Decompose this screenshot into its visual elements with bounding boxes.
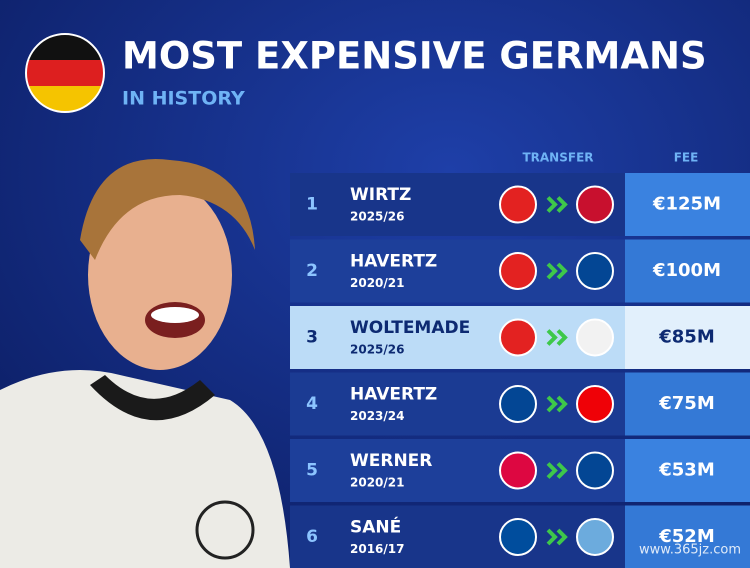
transfer-arrow — [546, 329, 568, 346]
fee-cell — [625, 306, 750, 369]
club-logo-from — [499, 451, 537, 490]
club-logo-to — [576, 318, 614, 357]
row-background — [290, 505, 625, 568]
fee: €52M — [658, 526, 715, 547]
ranking-table: TRANSFER FEE 1 WIRTZ 2025/26 €125M 2 HAVERTZ 202… — [290, 151, 750, 568]
player-name: HAVERTZ — [350, 252, 437, 272]
season: 2023/24 — [350, 409, 404, 423]
row-background — [290, 173, 625, 236]
row-background — [290, 372, 625, 436]
transfer-arrow — [546, 462, 568, 479]
row-background — [290, 239, 625, 303]
fee-cell — [625, 505, 750, 568]
player-photo — [0, 159, 290, 568]
flag-ring — [25, 33, 105, 113]
transfer-arrow — [546, 262, 568, 280]
column-header: FEE — [674, 151, 699, 165]
fee: €53M — [658, 460, 715, 481]
rank: 6 — [306, 527, 318, 547]
fee: €85M — [658, 327, 715, 348]
club-logo-to — [576, 385, 614, 423]
row-background — [290, 306, 625, 369]
title: MOST EXPENSIVE GERMANS — [122, 35, 707, 78]
season: 2020/21 — [350, 276, 404, 290]
club-logo-from — [499, 318, 537, 357]
rank: 2 — [306, 261, 318, 281]
season: 2020/21 — [350, 476, 404, 490]
fee: €100M — [652, 260, 721, 281]
player-name: WERNER — [350, 451, 432, 471]
rank: 5 — [306, 461, 318, 481]
club-logo-from — [499, 252, 537, 290]
player-name: HAVERTZ — [350, 385, 437, 405]
player-name: WOLTEMADE — [350, 318, 470, 338]
club-logo-to — [576, 185, 614, 224]
fee: €75M — [658, 393, 715, 414]
subtitle: IN HISTORY — [122, 88, 245, 110]
player-name: WIRTZ — [350, 185, 411, 205]
fee-cell — [625, 173, 750, 236]
rank: 1 — [306, 195, 318, 215]
fee: €125M — [652, 194, 721, 215]
player-name: SANÉ — [350, 516, 401, 538]
club-logo-from — [499, 385, 537, 423]
row-background — [290, 439, 625, 502]
watermark: www.365jz.com — [639, 543, 741, 558]
club-logo-from — [499, 185, 537, 224]
transfer-arrow — [546, 196, 568, 213]
column-header: TRANSFER — [522, 151, 593, 165]
season: 2025/26 — [350, 210, 404, 224]
fee-cell — [625, 372, 750, 436]
club-logo-to — [576, 451, 614, 490]
club-logo-to — [576, 518, 614, 556]
fee-cell — [625, 439, 750, 502]
club-logo-from — [499, 518, 537, 556]
rank: 3 — [306, 328, 318, 348]
club-logo-to — [576, 252, 614, 290]
transfer-arrow — [546, 395, 568, 413]
season: 2016/17 — [350, 542, 404, 556]
fee-cell — [625, 239, 750, 303]
transfer-arrow — [546, 528, 568, 546]
season: 2025/26 — [350, 343, 404, 357]
rank: 4 — [306, 394, 318, 414]
